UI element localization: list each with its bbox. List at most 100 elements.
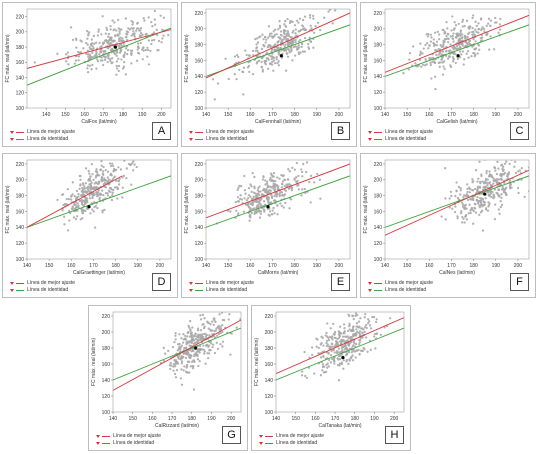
data-point <box>443 67 446 71</box>
x-tick-label: 140 <box>202 263 211 269</box>
data-point <box>421 52 424 55</box>
data-point <box>481 188 485 191</box>
data-point <box>100 175 104 179</box>
data-point <box>88 172 91 175</box>
data-point <box>466 32 470 35</box>
data-point <box>466 49 470 53</box>
data-point <box>319 356 323 359</box>
data-point <box>156 33 159 37</box>
data-point <box>475 30 478 34</box>
data-point <box>258 209 261 212</box>
data-point <box>88 53 91 56</box>
data-point <box>187 331 190 334</box>
legend-triangle-icon <box>96 435 100 438</box>
data-point <box>474 28 477 31</box>
data-point <box>120 48 123 51</box>
data-point <box>95 168 98 171</box>
data-point <box>254 49 258 53</box>
data-point <box>91 208 94 211</box>
data-point <box>441 50 444 53</box>
data-point <box>445 35 448 38</box>
data-point <box>283 45 286 48</box>
data-point <box>327 338 331 342</box>
plot-area <box>27 160 171 232</box>
data-point <box>429 40 433 43</box>
data-point <box>237 55 240 59</box>
data-point <box>446 57 450 60</box>
data-point <box>135 165 138 169</box>
data-point <box>455 32 458 35</box>
legend-label: Línea de mejor ajuste <box>27 129 76 135</box>
y-tick-label: 140 <box>102 378 111 384</box>
legend-label: Línea de mejor ajuste <box>385 280 434 286</box>
data-point <box>501 169 505 173</box>
data-point <box>275 58 278 61</box>
data-point <box>321 350 324 354</box>
data-point <box>263 60 267 63</box>
data-point <box>153 23 157 26</box>
data-point <box>488 170 491 173</box>
data-point <box>286 31 290 34</box>
data-point <box>237 200 241 203</box>
x-tick-label: 170 <box>100 112 109 118</box>
data-point <box>520 166 523 170</box>
y-tick-label: 200 <box>195 178 204 184</box>
data-point <box>94 181 98 184</box>
data-point <box>500 203 504 207</box>
data-point <box>294 45 297 48</box>
data-point <box>111 164 115 168</box>
x-tick-label: 190 <box>134 263 143 269</box>
data-point <box>494 16 497 20</box>
data-point <box>199 348 202 351</box>
data-point <box>454 24 458 27</box>
data-point <box>271 60 274 64</box>
data-point <box>472 197 475 200</box>
data-point <box>501 167 504 171</box>
data-point <box>516 186 520 190</box>
legend-triangle-icon <box>368 138 372 141</box>
data-point <box>278 26 282 29</box>
data-point <box>101 43 105 46</box>
data-point <box>459 212 463 215</box>
data-point <box>214 329 217 332</box>
data-point <box>333 351 336 354</box>
data-point <box>188 371 191 374</box>
data-point <box>131 27 135 30</box>
data-point <box>86 185 90 188</box>
data-point <box>464 195 467 198</box>
data-point <box>287 33 290 36</box>
y-tick-label: 220 <box>195 11 204 17</box>
y-tick-label: 140 <box>195 225 204 231</box>
data-point <box>290 189 293 192</box>
data-point <box>389 317 392 320</box>
data-point <box>465 218 469 221</box>
data-point <box>359 330 362 333</box>
data-point <box>407 68 410 71</box>
data-point <box>345 347 348 350</box>
data-point <box>418 58 422 61</box>
data-point <box>473 202 477 206</box>
data-point <box>211 78 215 81</box>
data-point <box>84 199 87 203</box>
data-point <box>162 34 165 37</box>
x-tick-label: 190 <box>313 112 322 118</box>
data-point <box>102 55 105 58</box>
best-fit-line <box>385 14 529 73</box>
data-point <box>478 204 481 207</box>
data-point <box>244 192 247 195</box>
data-point <box>477 43 480 46</box>
data-point <box>268 185 272 188</box>
data-point <box>137 52 141 55</box>
data-point <box>351 345 354 348</box>
data-point <box>131 23 134 26</box>
data-point <box>80 190 83 193</box>
data-point <box>136 42 140 45</box>
data-point <box>475 199 478 202</box>
data-point <box>80 201 84 204</box>
data-point <box>276 186 280 190</box>
data-point <box>249 216 252 219</box>
data-point <box>116 197 119 200</box>
legend: Línea de mejor ajuste Línea de identidad <box>259 433 324 447</box>
data-point <box>203 350 206 353</box>
data-point <box>100 33 103 36</box>
